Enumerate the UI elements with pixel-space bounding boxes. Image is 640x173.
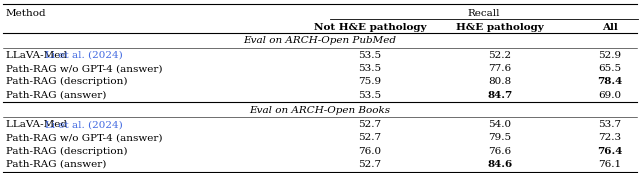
Text: 54.0: 54.0: [488, 120, 511, 129]
Text: All: All: [602, 23, 618, 32]
Text: 52.7: 52.7: [358, 134, 381, 143]
Text: 80.8: 80.8: [488, 77, 511, 86]
Text: H&E pathology: H&E pathology: [456, 23, 544, 32]
Text: Li et al. (2024): Li et al. (2024): [45, 120, 123, 129]
Text: 65.5: 65.5: [598, 64, 621, 73]
Text: Method: Method: [6, 9, 47, 18]
Text: 84.6: 84.6: [488, 160, 513, 169]
Text: 53.5: 53.5: [358, 51, 381, 60]
Text: 52.9: 52.9: [598, 51, 621, 60]
Text: 53.5: 53.5: [358, 64, 381, 73]
Text: Path-RAG w/o GPT-4 (answer): Path-RAG w/o GPT-4 (answer): [6, 134, 163, 143]
Text: 76.0: 76.0: [358, 147, 381, 156]
Text: 53.7: 53.7: [598, 120, 621, 129]
Text: Eval on ARCH-Open PubMed: Eval on ARCH-Open PubMed: [243, 37, 397, 45]
Text: 52.2: 52.2: [488, 51, 511, 60]
Text: Path-RAG (description): Path-RAG (description): [6, 147, 127, 156]
Text: 77.6: 77.6: [488, 64, 511, 73]
Text: 76.1: 76.1: [598, 160, 621, 169]
Text: 52.7: 52.7: [358, 160, 381, 169]
Text: Eval on ARCH-Open Books: Eval on ARCH-Open Books: [250, 106, 390, 115]
Text: LLaVA-Med: LLaVA-Med: [6, 51, 70, 60]
Text: LLaVA-Med: LLaVA-Med: [6, 120, 70, 129]
Text: Path-RAG (answer): Path-RAG (answer): [6, 91, 106, 100]
Text: 84.7: 84.7: [488, 91, 513, 100]
Text: Path-RAG (answer): Path-RAG (answer): [6, 160, 106, 169]
Text: 75.9: 75.9: [358, 77, 381, 86]
Text: Path-RAG (description): Path-RAG (description): [6, 77, 127, 86]
Text: 72.3: 72.3: [598, 134, 621, 143]
Text: Path-RAG w/o GPT-4 (answer): Path-RAG w/o GPT-4 (answer): [6, 64, 163, 73]
Text: Not H&E pathology: Not H&E pathology: [314, 23, 426, 32]
Text: 79.5: 79.5: [488, 134, 511, 143]
Text: 76.6: 76.6: [488, 147, 511, 156]
Text: 78.4: 78.4: [597, 77, 623, 86]
Text: Li et al. (2024): Li et al. (2024): [45, 51, 123, 60]
Text: 69.0: 69.0: [598, 91, 621, 100]
Text: Recall: Recall: [468, 9, 500, 18]
Text: 53.5: 53.5: [358, 91, 381, 100]
Text: 76.4: 76.4: [597, 147, 623, 156]
Text: 52.7: 52.7: [358, 120, 381, 129]
